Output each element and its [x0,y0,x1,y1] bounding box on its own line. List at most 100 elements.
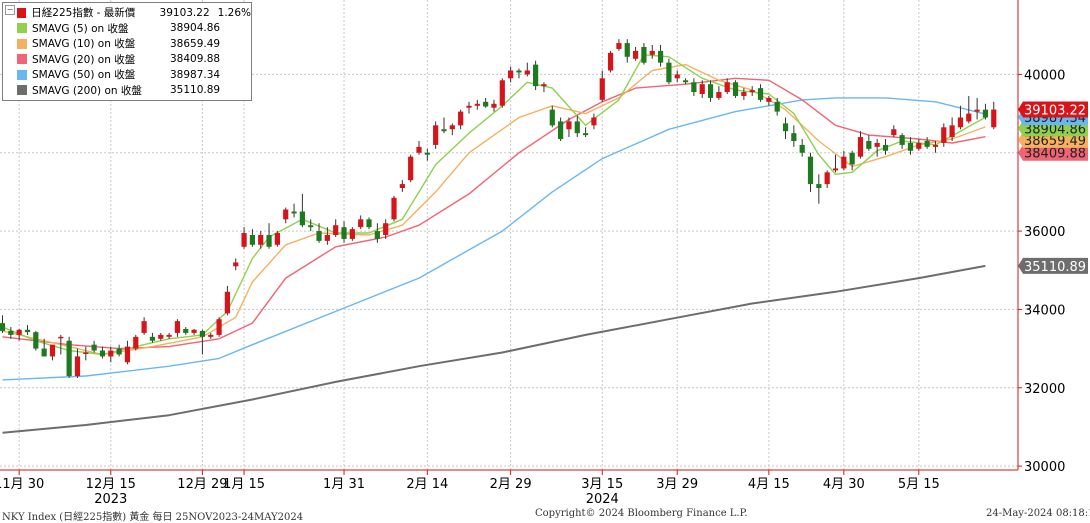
candle-body [641,47,647,63]
candle-body [907,142,914,151]
candle-body [133,336,139,349]
legend-label: SMAVG (50) on 收盤 [32,69,136,82]
candle-body [483,101,489,107]
candle-body [874,142,880,147]
candle-body [957,117,964,128]
candle-body [91,344,97,351]
candle-body [549,109,555,126]
candle-body [141,321,147,333]
legend-value: 39103.22 [159,6,210,19]
last-value-tag-bg [1018,257,1088,274]
sma5-line [2,54,986,356]
candle-body [499,80,505,106]
candle-body [616,43,622,49]
candle-body [449,125,455,130]
candle-body [599,78,605,100]
candle-body [832,168,839,171]
candle-body [891,129,897,136]
candle-body [724,82,730,93]
candle-body [283,209,289,220]
candle-body [932,144,939,147]
candle-body [682,80,689,83]
footer-timestamp: 24-May-2024 08:18:15 [986,508,1090,519]
candle-body [274,233,280,245]
candle-body [66,340,72,376]
candle-body [774,101,780,112]
candle-body [24,329,31,333]
last-value-tag-bg [1018,144,1088,161]
candle-body [424,152,430,155]
legend-label: SMAVG (5) on 收盤 [32,22,129,35]
candle-body [16,329,22,335]
candle-body [266,235,272,247]
legend-row: SMAVG (10) on 收盤 38659.49 [5,36,251,52]
x-tick-label: 1月 31 [323,477,365,492]
legend-swatch [17,69,27,80]
legend-swatch [17,54,27,65]
candle-body [366,219,372,228]
legend-swatch [17,38,27,49]
candle-body [308,225,314,228]
candle-body [524,70,530,75]
candle-body [982,109,989,118]
legend-box: − 日経225指數 - 最新價 39103.22 1.26% SMAVG (5) on… [2,2,252,101]
candle-body [399,184,405,188]
candle-body [249,235,255,245]
candle-body [799,144,805,153]
candle-body [649,50,655,55]
candle-body [233,262,239,267]
collapse-icon[interactable]: − [5,5,15,15]
x-tick-label: 1月 15 [223,477,265,492]
candle-body [574,121,580,134]
candle-body [899,135,905,145]
candle-body [241,233,247,247]
candle-body [849,152,855,165]
legend-swatch [17,85,27,96]
candle-body [166,334,172,337]
candle-body [866,141,872,149]
candle-body [508,70,514,79]
candle-body [732,82,739,96]
last-value-tag: 35110.89 [1018,257,1088,275]
year-label: 2023 [94,492,127,507]
candle-body [966,113,972,122]
candle-body [916,142,922,149]
legend-value: 35110.89 [170,84,221,97]
candlestick-series [0,39,997,378]
candle-body [49,344,56,357]
candle-body [699,84,705,94]
legend-swatch [17,23,27,34]
y-axis-ticks: 300003200034000360003800040000 [1018,68,1065,475]
candle-body [74,356,81,376]
legend-row: SMAVG (5) on 收盤 38904.86 [5,21,251,37]
candle-body [657,50,664,63]
candle-body [941,127,947,143]
x-tick-label: 3月 15 [581,477,623,492]
candle-body [208,334,214,337]
candle-body [741,92,747,96]
last-value-tag-text: 38409.88 [1024,147,1086,162]
candle-body [349,229,355,239]
candle-body [491,103,497,108]
candle-body [624,43,630,57]
last-value-tag-text: 38659.49 [1024,134,1086,149]
candle-body [882,144,889,151]
candle-body [408,156,414,181]
x-tick-label: 2月 29 [490,477,532,492]
last-value-tag-text: 35110.89 [1024,260,1086,275]
candle-body [291,211,297,214]
legend-row: 日経225指數 - 最新價 39103.22 1.26% [5,5,251,21]
candle-body [341,227,347,239]
candle-body [391,197,397,220]
candle-body [766,97,772,102]
sma200-line [2,264,986,434]
legend-row: SMAVG (200) on 收盤 35110.89 [5,83,251,99]
candle-body [316,231,322,241]
candle-body [807,156,814,185]
candle-body [533,64,539,87]
candle-body [466,105,472,108]
x-tick-label: 3月 29 [656,477,698,492]
candle-body [824,172,830,185]
